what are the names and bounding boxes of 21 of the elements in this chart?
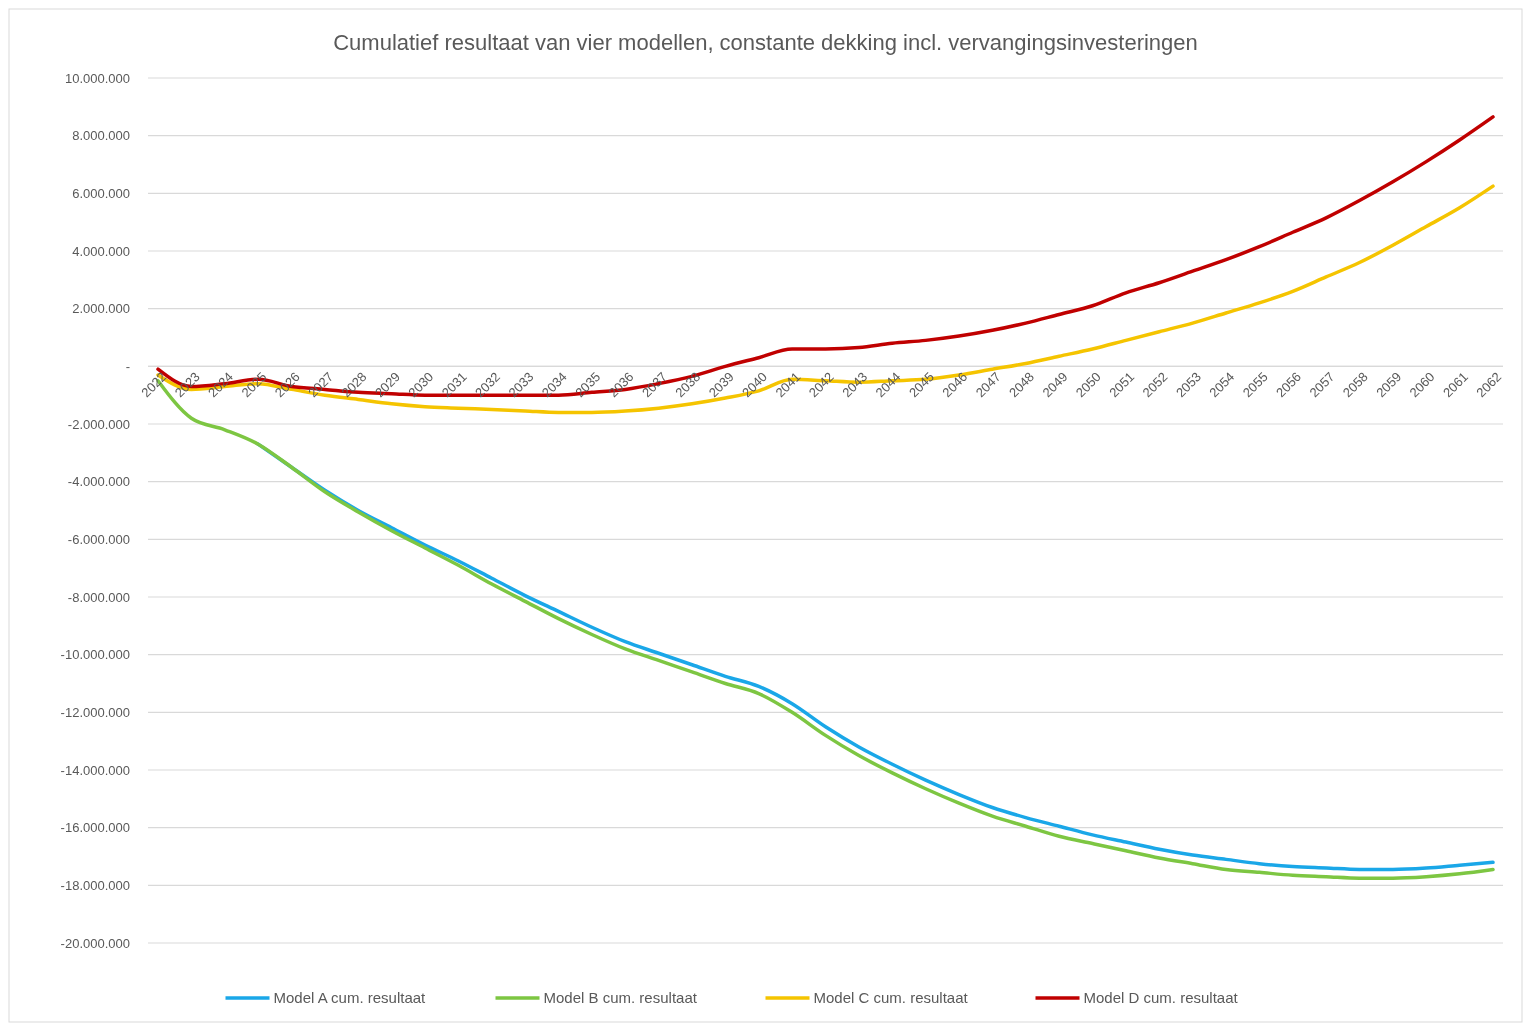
y-tick-label: -18.000.000 (60, 877, 130, 893)
y-tick-label: -14.000.000 (60, 762, 130, 778)
y-tick-label: -20.000.000 (60, 935, 130, 951)
y-tick-label: 8.000.000 (72, 128, 130, 144)
y-tick-label: -4.000.000 (67, 474, 130, 490)
y-tick-label: -6.000.000 (67, 531, 130, 547)
y-tick-label: -16.000.000 (60, 820, 130, 836)
legend-label: Model D cum. resultaat (1083, 989, 1239, 1007)
y-tick-label: -2.000.000 (67, 416, 130, 432)
legend-label: Model C cum. resultaat (813, 989, 969, 1007)
legend-label: Model A cum. resultaat (273, 989, 427, 1007)
y-tick-label: 10.000.000 (64, 70, 130, 86)
y-tick-label: -12.000.000 (60, 704, 130, 720)
y-tick-label: 2.000.000 (72, 301, 130, 317)
y-tick-label: -8.000.000 (67, 589, 130, 605)
y-tick-label: 4.000.000 (72, 243, 130, 259)
y-tick-label: -10.000.000 (60, 647, 130, 663)
y-tick-label: - (125, 358, 130, 374)
chart-title: Cumulatief resultaat van vier modellen, constante dekking incl. vervangingsinvesteringen (333, 30, 1198, 55)
legend-label: Model B cum. resultaat (543, 989, 698, 1007)
y-tick-label: 6.000.000 (72, 185, 130, 201)
